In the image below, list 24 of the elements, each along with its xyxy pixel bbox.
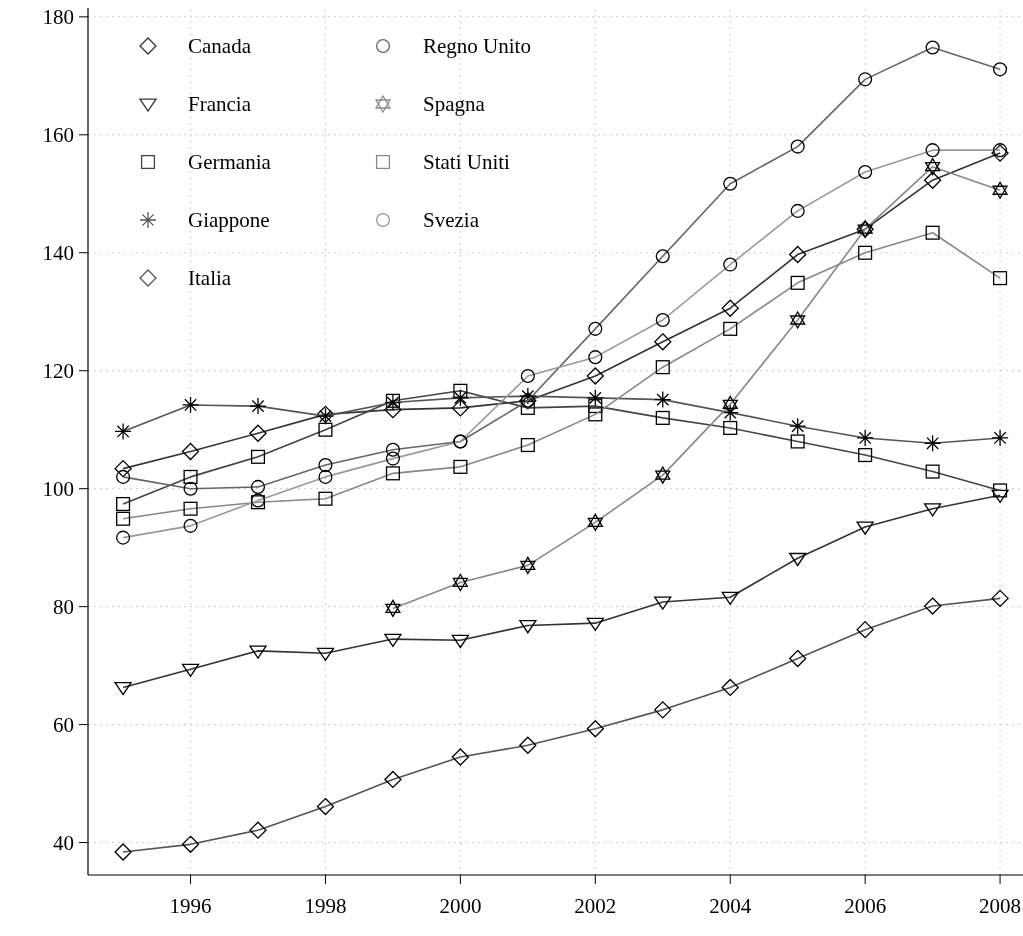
x-tick-label: 2002 [574,894,617,918]
legend-label: Spagna [423,92,486,117]
y-tick-label: 160 [42,123,74,148]
y-tick-label: 180 [42,5,74,30]
y-tick-label: 100 [42,477,74,502]
x-tick-label: 2008 [979,894,1022,918]
legend-label: Svezia [423,208,480,233]
x-tick-label: 1998 [304,894,347,918]
x-tick-label: 2004 [709,894,752,918]
x-tick-label: 2000 [439,894,482,918]
y-tick-label: 40 [53,830,74,855]
y-tick-label: 80 [53,594,74,619]
legend-label: Giappone [188,208,270,233]
y-tick-label: 140 [42,241,74,266]
y-tick-label: 120 [42,359,74,384]
legend-label: Stati Uniti [423,150,511,175]
x-tick-label: 2006 [844,894,887,918]
x-tick-label: 1996 [169,894,212,918]
legend-label: Francia [188,92,252,117]
legend-label: Italia [188,266,232,291]
legend-label: Germania [188,150,272,175]
legend-label: Canada [188,34,252,59]
y-tick-label: 60 [53,712,74,737]
legend-label: Regno Unito [423,34,531,59]
